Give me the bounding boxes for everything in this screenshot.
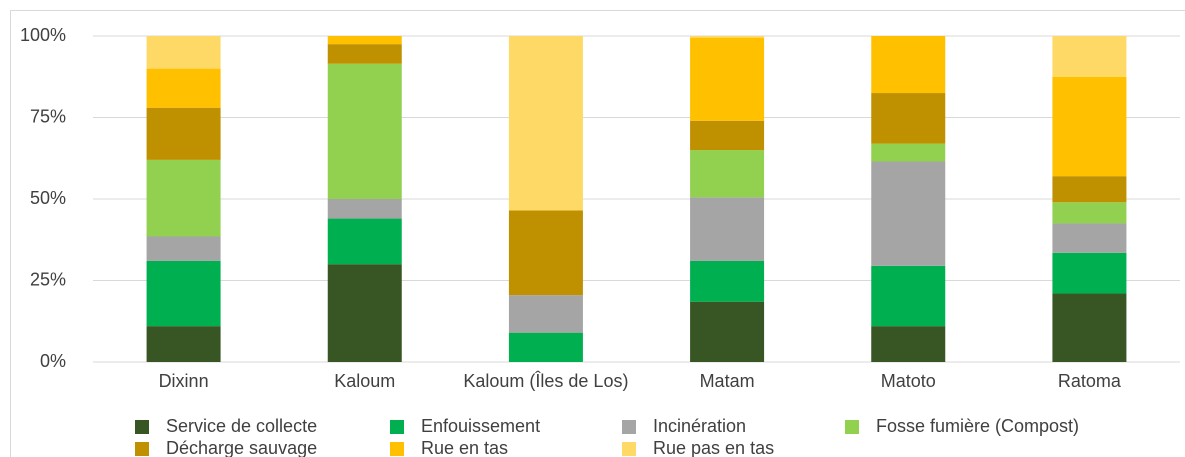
legend-swatch [390,420,404,434]
bar-segment [146,159,221,237]
legend-swatch [135,442,149,456]
bar-segment [871,161,946,266]
bar-segment [146,107,221,160]
legend-swatch [135,420,149,434]
x-tick-label: Matam [700,371,755,391]
y-tick-label: 0% [40,351,66,371]
bar-segment [327,264,402,362]
bar-segment [871,265,946,327]
bar-segment [1052,76,1127,177]
bar-segment [690,37,765,121]
bar-segment [690,301,765,362]
bar-segment [1052,202,1127,224]
bar-segment [146,326,221,362]
x-tick-label: Kaloum (Îles de Los) [463,371,628,391]
bar-segment [871,36,946,94]
bar-segment [508,36,583,211]
y-tick-label: 75% [30,106,66,126]
bar-segment [146,260,221,327]
bar-segment [871,326,946,362]
bar-segment [1052,223,1127,253]
bar-segment [871,93,946,144]
bar-segment [508,332,583,362]
y-tick-label: 25% [30,269,66,289]
bar-segment [327,44,402,64]
bar-segment [690,197,765,261]
bar-segment [690,120,765,151]
bar-segment [327,199,402,219]
legend-swatch [390,442,404,456]
legend-swatch [622,420,636,434]
legend-label: Fosse fumière (Compost) [876,416,1079,436]
bar-segment [1052,252,1127,294]
x-tick-label: Kaloum [334,371,395,391]
legend-label: Enfouissement [421,416,540,436]
bar-segment [327,63,402,200]
bar-segment [1052,293,1127,362]
bar-segment [690,36,765,38]
legend-label: Service de collecte [166,416,317,436]
bar-segment [508,210,583,296]
bar-segment [871,143,946,162]
legend-label: Décharge sauvage [166,438,317,457]
legend-swatch [622,442,636,456]
legend-swatch [845,420,859,434]
x-tick-label: Ratoma [1058,371,1122,391]
bar-segment [690,260,765,302]
bar-segment [1052,176,1127,203]
x-tick-label: Dixinn [159,371,209,391]
x-tick-label: Matoto [881,371,936,391]
bar-segment [1052,36,1127,77]
bar-segment [146,68,221,108]
bar-segment [146,236,221,261]
bar-segment [327,36,402,45]
legend-label: Rue en tas [421,438,508,457]
y-tick-label: 50% [30,188,66,208]
legend-label: Incinération [653,416,746,436]
y-tick-label: 100% [20,25,66,45]
bar-segment [690,150,765,198]
bar-segment [508,295,583,333]
chart-frame [10,10,1185,457]
bar-segment [146,36,221,69]
bar-segment [327,218,402,265]
legend-label: Rue pas en tas [653,438,774,457]
